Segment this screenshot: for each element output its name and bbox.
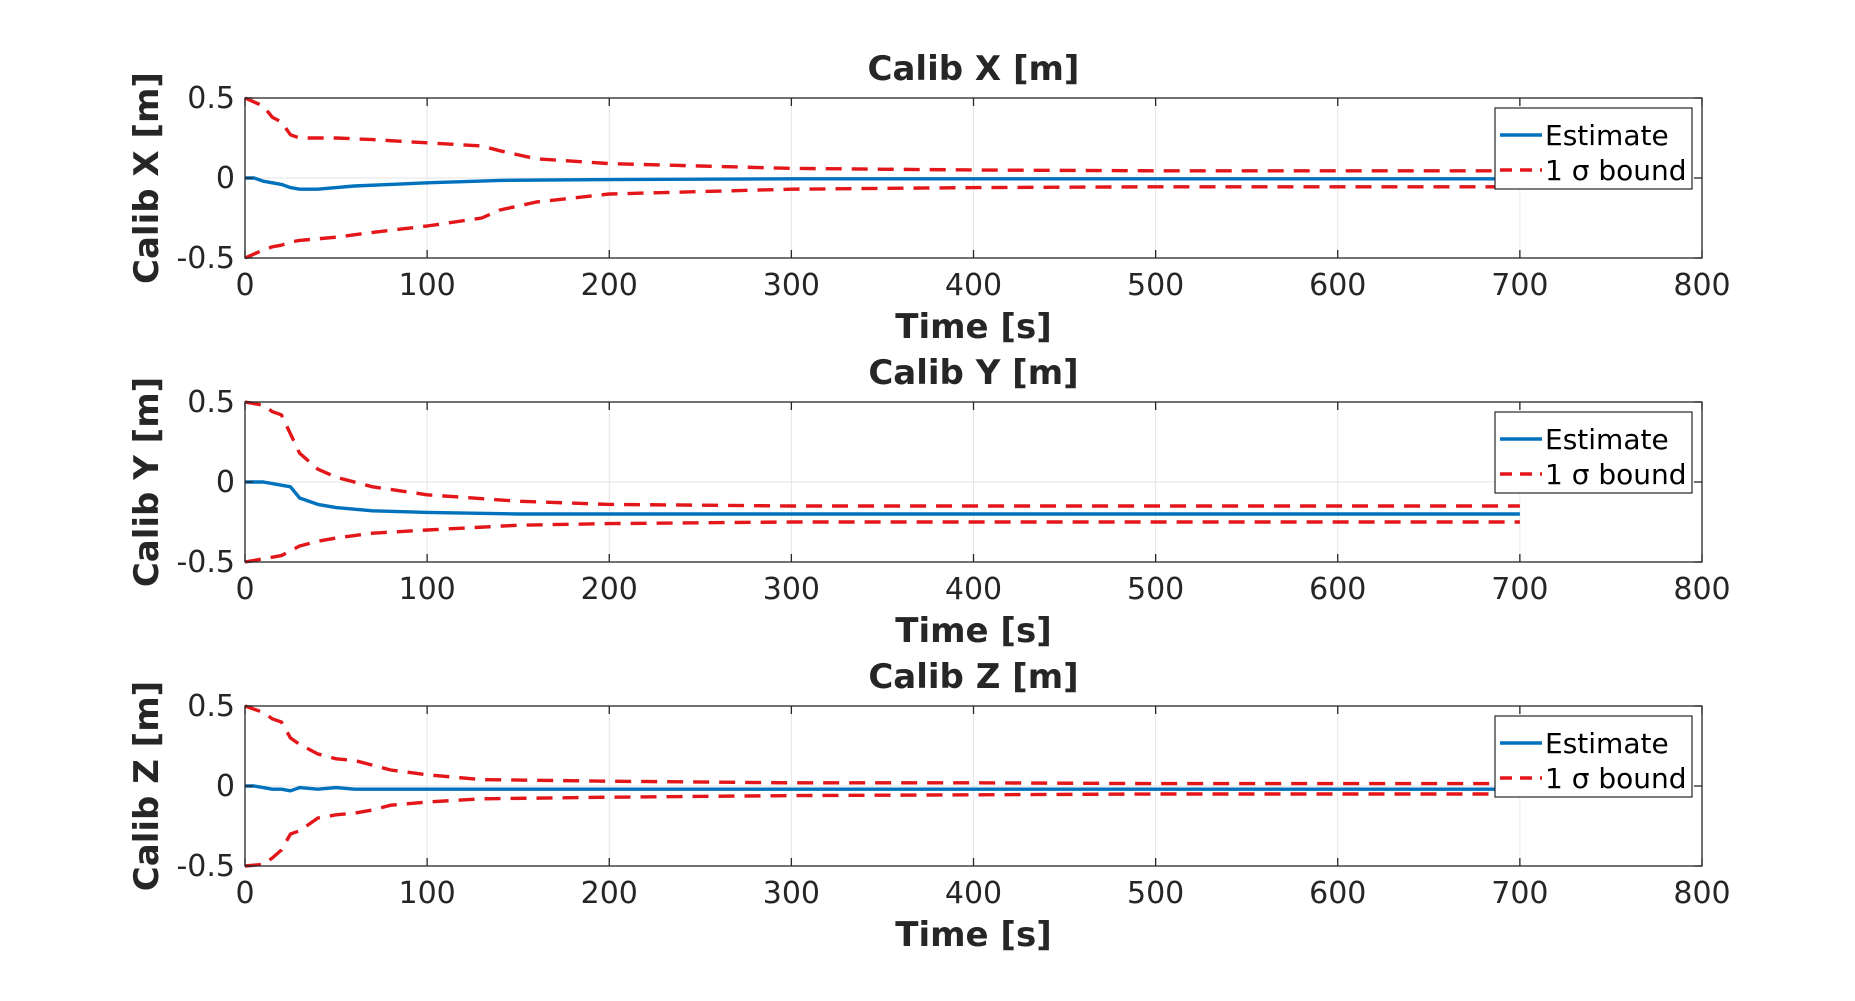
x-tick-label: 800 [1673, 268, 1730, 303]
series-line-lower-bound [244, 185, 1520, 260]
x-tick-label: 700 [1491, 876, 1548, 911]
x-tick-label: 700 [1491, 572, 1548, 607]
subplot-calib-y: Calib Y [m] Time [s] Calib Y [m] Estimat… [127, 353, 1731, 651]
subplot-title: Calib Z [m] [868, 657, 1078, 697]
y-tick-label: -0.5 [176, 241, 235, 276]
y-tick-label: 0.5 [187, 385, 235, 420]
y-tick-label: -0.5 [176, 849, 235, 884]
y-tick-label: 0.5 [187, 81, 235, 116]
series-line-estimate [245, 480, 1520, 516]
x-axis-label: Time [s] [895, 915, 1052, 955]
x-tick-label: 400 [945, 572, 1002, 607]
x-tick-label: 0 [235, 268, 254, 303]
plot-area [244, 704, 1703, 868]
plot-area [244, 400, 1703, 564]
x-tick-label: 100 [398, 876, 455, 911]
x-tick-label: 0 [235, 876, 254, 911]
series-line-upper-bound [244, 704, 1520, 786]
legend-label-estimate: Estimate [1545, 423, 1669, 456]
x-tick-label: 500 [1127, 876, 1184, 911]
series-line-upper-bound [244, 400, 1520, 508]
y-axis-label: Calib Y [m] [127, 377, 167, 587]
x-tick-label: 200 [581, 268, 638, 303]
x-tick-label: 600 [1309, 572, 1366, 607]
legend-label-bound: 1 σ bound [1545, 154, 1687, 187]
x-tick-label: 400 [945, 876, 1002, 911]
x-tick-label: 400 [945, 268, 1002, 303]
x-tick-label: 100 [398, 572, 455, 607]
legend: Estimate 1 σ bound [1494, 411, 1693, 494]
y-tick-label: 0 [216, 769, 235, 804]
legend-box [1494, 107, 1693, 190]
legend-label-bound: 1 σ bound [1545, 762, 1687, 795]
subplot-title: Calib Y [m] [868, 353, 1078, 393]
legend-box [1494, 715, 1693, 798]
legend-label-bound: 1 σ bound [1545, 458, 1687, 491]
y-axis-label: Calib Z [m] [127, 681, 167, 891]
subplot-title: Calib X [m] [868, 49, 1080, 89]
legend-label-estimate: Estimate [1545, 727, 1669, 760]
x-tick-label: 800 [1673, 876, 1730, 911]
y-axis-label: Calib X [m] [127, 72, 167, 284]
plot-area [244, 96, 1703, 260]
x-tick-label: 100 [398, 268, 455, 303]
x-tick-label: 800 [1673, 572, 1730, 607]
x-axis-label: Time [s] [895, 307, 1052, 347]
series-line-lower-bound [244, 792, 1520, 868]
x-axis-label: Time [s] [895, 611, 1052, 651]
legend-label-estimate: Estimate [1545, 119, 1669, 152]
x-tick-label: 600 [1309, 876, 1366, 911]
x-tick-label: 0 [235, 572, 254, 607]
x-tick-label: 200 [581, 572, 638, 607]
x-tick-label: 300 [763, 268, 820, 303]
y-tick-label: 0 [216, 161, 235, 196]
legend: Estimate 1 σ bound [1494, 715, 1693, 798]
x-tick-label: 300 [763, 876, 820, 911]
legend-box [1494, 411, 1693, 494]
x-tick-label: 200 [581, 876, 638, 911]
series-line-estimate [245, 176, 1520, 191]
x-tick-label: 600 [1309, 268, 1366, 303]
x-tick-label: 500 [1127, 268, 1184, 303]
legend: Estimate 1 σ bound [1494, 107, 1693, 190]
x-tick-label: 500 [1127, 572, 1184, 607]
x-tick-label: 300 [763, 572, 820, 607]
x-tick-label: 700 [1491, 268, 1548, 303]
y-tick-label: -0.5 [176, 545, 235, 580]
y-tick-label: 0.5 [187, 689, 235, 724]
subplot-calib-z: Calib Z [m] Time [s] Calib Z [m] Estimat… [127, 657, 1731, 955]
subplot-calib-x: Calib X [m] Time [s] Calib X [m] Estimat… [127, 49, 1731, 347]
y-tick-label: 0 [216, 465, 235, 500]
series-line-lower-bound [244, 520, 1520, 564]
series-line-estimate [245, 784, 1520, 793]
